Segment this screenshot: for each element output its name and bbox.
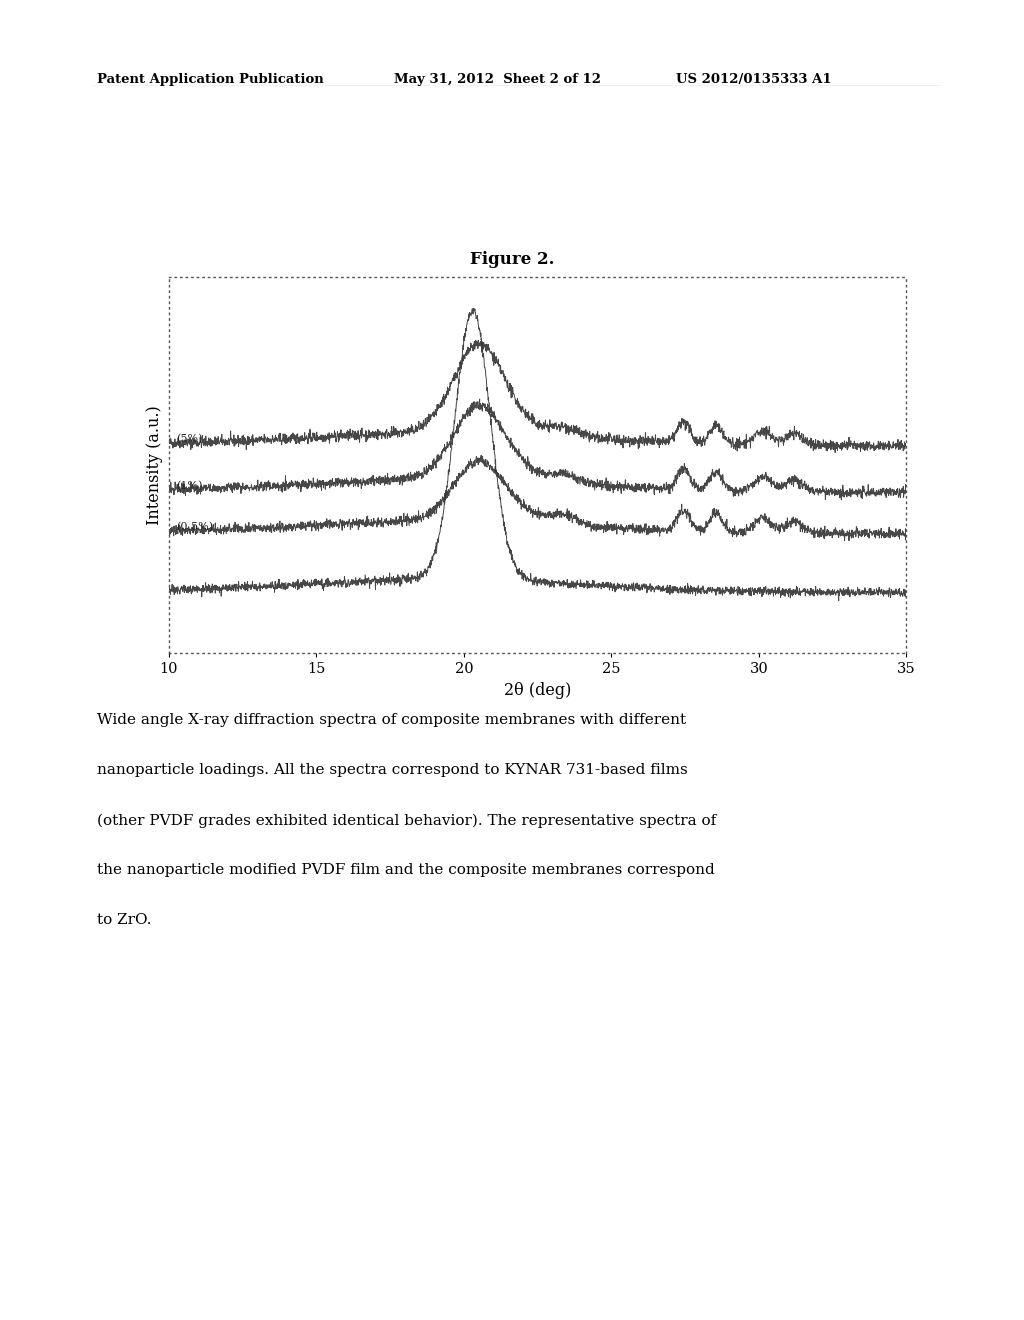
Text: Wide angle X-ray diffraction spectra of composite membranes with different: Wide angle X-ray diffraction spectra of … xyxy=(97,713,686,727)
Text: (5%): (5%) xyxy=(176,434,203,445)
Text: (other PVDF grades exhibited identical behavior). The representative spectra of: (other PVDF grades exhibited identical b… xyxy=(97,813,717,828)
Text: to ZrO.: to ZrO. xyxy=(97,913,152,928)
Text: (0.5%): (0.5%) xyxy=(176,523,213,532)
X-axis label: 2θ (deg): 2θ (deg) xyxy=(504,682,571,700)
Text: Patent Application Publication: Patent Application Publication xyxy=(97,73,324,86)
Text: May 31, 2012  Sheet 2 of 12: May 31, 2012 Sheet 2 of 12 xyxy=(394,73,601,86)
Y-axis label: Intensity (a.u.): Intensity (a.u.) xyxy=(146,405,164,525)
Text: nanoparticle loadings. All the spectra correspond to KYNAR 731-based films: nanoparticle loadings. All the spectra c… xyxy=(97,763,688,777)
Text: (1%): (1%) xyxy=(176,480,203,491)
Text: Figure 2.: Figure 2. xyxy=(470,251,554,268)
Text: the nanoparticle modified PVDF film and the composite membranes correspond: the nanoparticle modified PVDF film and … xyxy=(97,863,715,878)
Text: US 2012/0135333 A1: US 2012/0135333 A1 xyxy=(676,73,831,86)
